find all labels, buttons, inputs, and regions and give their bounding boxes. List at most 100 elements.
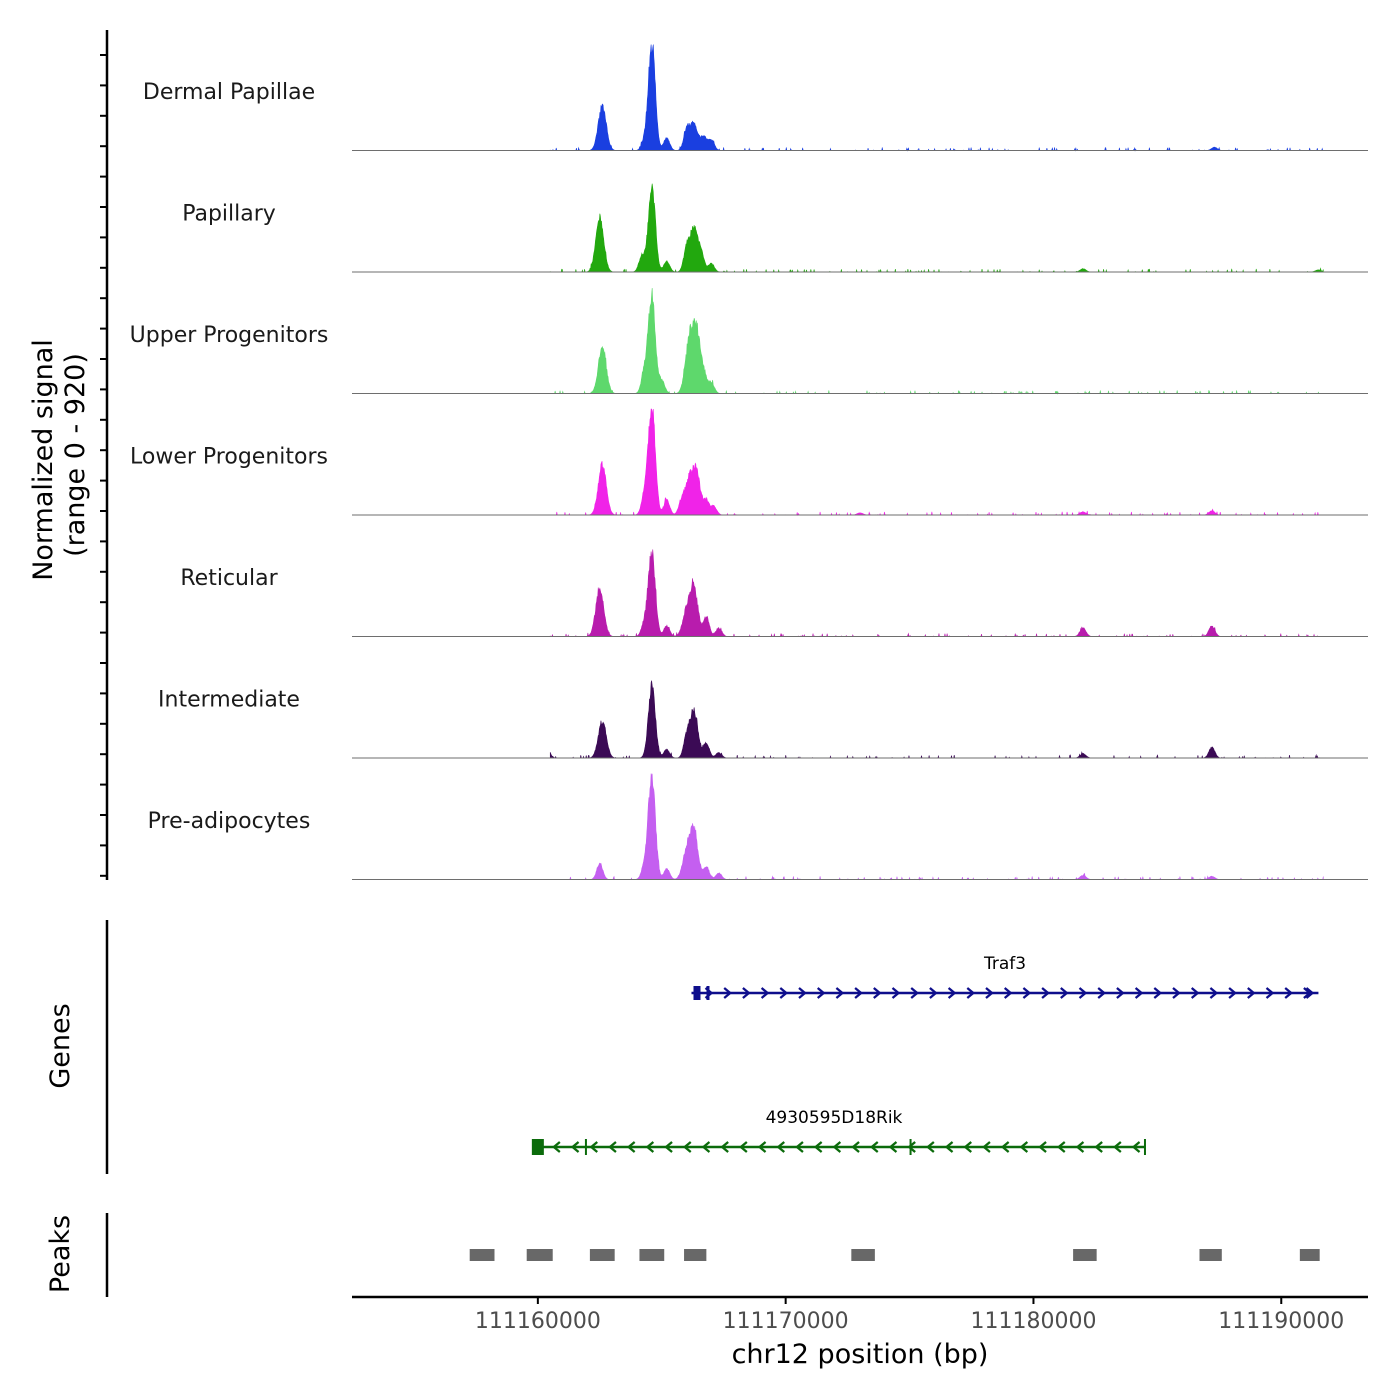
strand-chevron — [795, 1141, 804, 1153]
peak-region — [469, 1249, 495, 1261]
gene-label: Traf3 — [983, 954, 1026, 974]
strand-chevron — [966, 987, 976, 999]
peak-region — [589, 1249, 615, 1261]
strand-chevron — [1209, 987, 1219, 999]
y-axis-title-line1: Normalized signal — [28, 339, 59, 581]
coverage-area — [549, 44, 1324, 152]
track-label: Dermal Papillae — [143, 80, 315, 105]
strand-chevron — [1000, 1141, 1010, 1153]
peak-region — [684, 1249, 707, 1261]
x-tick-label: 111180000 — [970, 1309, 1096, 1334]
strand-chevron — [851, 1141, 860, 1153]
strand-chevron — [1056, 1141, 1066, 1153]
strand-chevron — [1116, 987, 1125, 999]
peak-region — [851, 1249, 875, 1261]
strand-chevron — [869, 1141, 879, 1153]
gene-track: Traf3 4930595D18Rik — [105, 920, 1319, 1174]
track-label: Papillary — [182, 202, 276, 227]
strand-chevron — [1305, 987, 1315, 999]
y-axis-title-line2: (range 0 - 920) — [60, 353, 91, 557]
coverage-track: Dermal Papillae — [143, 44, 1368, 152]
strand-chevron — [1303, 987, 1312, 999]
strand-chevron — [947, 987, 957, 999]
x-tick-label: 111190000 — [1218, 1309, 1344, 1334]
strand-chevron — [1003, 987, 1013, 999]
strand-chevron — [929, 987, 938, 999]
gene-label: 4930595D18Rik — [766, 1108, 903, 1128]
strand-chevron — [1190, 987, 1200, 999]
coverage-track: Papillary — [182, 183, 1368, 273]
strand-chevron — [779, 987, 789, 999]
peak-region — [1073, 1249, 1097, 1261]
exon — [706, 986, 710, 1000]
strand-chevron — [742, 987, 751, 999]
track-label: Pre-adipocytes — [148, 809, 311, 834]
coverage-track: Reticular — [180, 549, 1368, 638]
strand-chevron — [1094, 1141, 1103, 1153]
strand-chevron — [891, 987, 901, 999]
strand-chevron — [832, 1141, 842, 1153]
coverage-track: Intermediate — [158, 680, 1368, 759]
strand-chevron — [1078, 987, 1088, 999]
gene-model: 4930595D18Rik — [531, 1108, 1146, 1155]
strand-chevron — [645, 1141, 655, 1153]
strand-chevron — [589, 1141, 598, 1153]
exon — [693, 986, 701, 1000]
gene-model: Traf3 — [691, 954, 1319, 1000]
strand-chevron — [701, 1141, 711, 1153]
x-axis: 111160000 111170000 111180000 111190000 — [352, 1295, 1368, 1334]
strand-chevron — [608, 1141, 617, 1153]
strand-chevron — [985, 987, 994, 999]
x-tick-label: 111170000 — [723, 1309, 849, 1334]
peak-region — [1299, 1249, 1320, 1261]
coverage-area — [550, 408, 1324, 517]
peak-region — [1199, 1249, 1222, 1261]
strand-chevron — [835, 987, 845, 999]
peak-region — [526, 1249, 553, 1261]
peak-track — [105, 1213, 1320, 1297]
exon — [584, 1139, 587, 1155]
coverage-area — [549, 549, 1324, 638]
strand-chevron — [1019, 1141, 1029, 1153]
strand-chevron — [1075, 1141, 1085, 1153]
strand-chevron — [720, 1141, 729, 1153]
strand-chevron — [1022, 987, 1032, 999]
strand-chevron — [813, 1141, 823, 1153]
track-label: Lower Progenitors — [130, 445, 328, 470]
peak-region — [639, 1249, 665, 1261]
strand-chevron — [982, 1141, 991, 1153]
coverage-track: Upper Progenitors — [130, 288, 1368, 395]
strand-chevron — [626, 1141, 636, 1153]
coverage-track: Lower Progenitors — [130, 408, 1368, 517]
x-tick-label: 111160000 — [475, 1309, 601, 1334]
strand-chevron — [1265, 987, 1275, 999]
strand-chevron — [1228, 987, 1237, 999]
strand-chevron — [816, 987, 826, 999]
track-label: Upper Progenitors — [130, 323, 329, 348]
strand-chevron — [1247, 987, 1256, 999]
strand-chevron — [1284, 987, 1293, 999]
strand-chevron — [910, 987, 919, 999]
exon — [1143, 1139, 1146, 1155]
strand-chevron — [552, 1141, 561, 1153]
strand-chevron — [1134, 987, 1144, 999]
exon — [909, 1139, 912, 1155]
genes-axis-title: Genes — [45, 1003, 76, 1088]
track-label: Intermediate — [158, 688, 300, 713]
strand-chevron — [1060, 987, 1069, 999]
coverage-area — [549, 680, 1324, 759]
coverage-area — [549, 183, 1324, 273]
strand-chevron — [682, 1141, 692, 1153]
strand-chevron — [739, 1141, 748, 1153]
strand-chevron — [1038, 1141, 1047, 1153]
strand-chevron — [854, 987, 863, 999]
strand-chevron — [1172, 987, 1181, 999]
strand-chevron — [944, 1141, 954, 1153]
strand-chevron — [570, 1141, 580, 1153]
peaks-axis-title: Peaks — [45, 1215, 76, 1293]
strand-chevron — [1113, 1141, 1122, 1153]
strand-chevron — [757, 1141, 767, 1153]
signal-y-axis — [100, 30, 109, 880]
x-axis-title: chr12 position (bp) — [732, 1339, 989, 1370]
